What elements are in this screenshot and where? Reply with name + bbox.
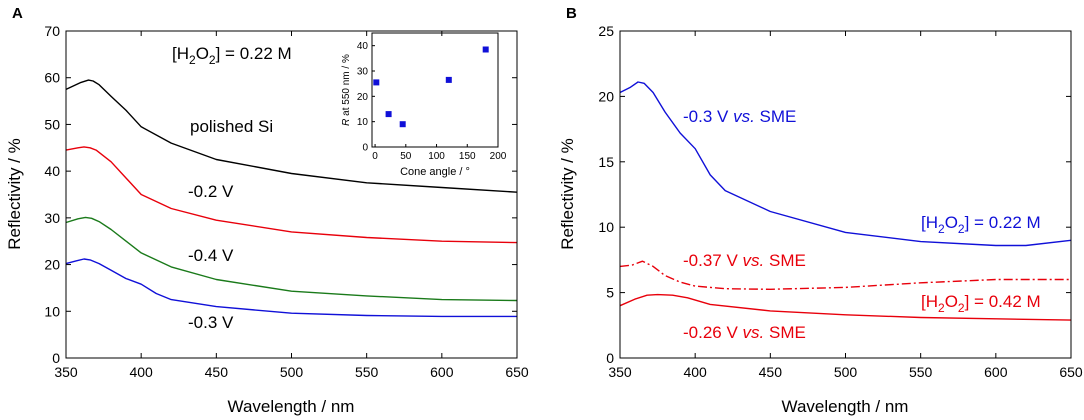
- panel-b-y-tick-label: 0: [606, 350, 614, 366]
- inset-y-tick-label: 40: [357, 41, 369, 52]
- panel-b-x-tick-label: 600: [984, 364, 1008, 380]
- panel-a-x-label: Wavelength / nm: [228, 397, 355, 416]
- panel-a-x-tick-label: 650: [505, 364, 529, 380]
- panel-b-letter: B: [566, 5, 577, 22]
- inset-y-tick-label: 30: [357, 67, 369, 78]
- label-conc-0-42: [H2O2] = 0.42 M: [921, 292, 1041, 315]
- panel-a-concentration: [H2O2] = 0.22 M: [172, 44, 292, 67]
- panel-a-series-line-0: [65, 79, 518, 193]
- panel-a-y-tick-label: 70: [44, 23, 60, 39]
- panel-a-series-line-1: [65, 146, 518, 244]
- inset-x-tick-label: 0: [372, 151, 378, 162]
- panel-a-x-tick-label: 400: [129, 364, 153, 380]
- inset-point: [373, 79, 380, 86]
- panel-b-x-label: Wavelength / nm: [782, 397, 909, 416]
- inset-y-tick-label: 0: [362, 143, 368, 154]
- panel-b-y-tick-label: 10: [598, 219, 614, 235]
- panel-b-axes: 350 400 450 500 550 600 650 0 5 10 15 20 25: [598, 23, 1082, 380]
- inset-y-label: R at 550 nm / %: [341, 54, 352, 126]
- panel-b-y-tick-label: 25: [598, 23, 614, 39]
- inset-x-tick-label: 200: [490, 151, 507, 162]
- panel-b-series-line-2: [619, 293, 1072, 321]
- inset-axes: 0 50 100 150 200 0 10 20 30 40: [357, 41, 507, 162]
- panel-b-y-tick-label: 5: [606, 285, 614, 301]
- panel-a-series-line-3: [65, 258, 517, 318]
- panel-a-x-tick-label: 500: [280, 364, 304, 380]
- panel-b-x-tick-label: 400: [683, 364, 707, 380]
- panel-a-x-tick-label: 550: [355, 364, 379, 380]
- label-minus-0-4-v: -0.4 V: [188, 246, 234, 265]
- panel-a-inset: 0 50 100 150 200 0 10 20 30 40 Cone angle / ° R a…: [341, 32, 507, 178]
- inset-point: [445, 76, 452, 83]
- label-minus-0-3-v: -0.3 V: [188, 313, 234, 332]
- inset-points: [373, 46, 489, 128]
- inset-x-tick-label: 150: [459, 151, 476, 162]
- label-minus-0-2-v: -0.2 V: [188, 182, 234, 201]
- panel-b-y-tick-label: 15: [598, 154, 614, 170]
- panel-a-y-tick-label: 20: [44, 257, 60, 273]
- inset-x-tick-label: 50: [400, 151, 412, 162]
- panel-a-y-tick-label: 0: [52, 350, 60, 366]
- inset-point: [385, 111, 392, 118]
- panel-a-letter: A: [12, 5, 23, 22]
- panel-b-y-label: Reflectivity / %: [558, 138, 577, 249]
- panel-a-series-line-2: [65, 216, 518, 302]
- panel-a-y-tick-label: 10: [44, 303, 60, 319]
- inset-point: [399, 121, 406, 128]
- label-minus-0-26-v-vs-sme: -0.26 V vs. SME: [683, 323, 806, 342]
- label-minus-0-3-v-vs-sme: -0.3 V vs. SME: [683, 107, 796, 126]
- inset-x-tick-label: 100: [428, 151, 445, 162]
- inset-y-tick-label: 20: [357, 92, 369, 103]
- panel-b-y-tick-label: 20: [598, 88, 614, 104]
- inset-x-label: Cone angle / °: [400, 166, 470, 178]
- panel-b-frame: [619, 30, 1072, 359]
- panel-a-y-tick-label: 30: [44, 210, 60, 226]
- panel-b-series-line-0: [619, 81, 1072, 247]
- panel-b-x-tick-label: 350: [608, 364, 632, 380]
- panel-a-x-tick-label: 350: [54, 364, 78, 380]
- panel-a-y-label: Reflectivity / %: [5, 138, 24, 249]
- panel-a-x-tick-label: 450: [205, 364, 229, 380]
- panel-a-y-tick-label: 40: [44, 163, 60, 179]
- inset-y-tick-label: 10: [357, 117, 369, 128]
- inset-frame: [371, 32, 499, 148]
- label-conc-0-22: [H2O2] = 0.22 M: [921, 213, 1041, 236]
- label-polished-si: polished Si: [190, 117, 273, 136]
- panel-b-x-tick-label: 500: [834, 364, 858, 380]
- panel-b-x-tick-label: 450: [759, 364, 783, 380]
- panel-b-series: [619, 81, 1072, 321]
- inset-point: [482, 46, 489, 53]
- panel-b-x-tick-label: 550: [909, 364, 933, 380]
- panel-a-x-tick-label: 600: [430, 364, 454, 380]
- panel-b: B 350 400 450 500 550 600 650 0 5 10 15 20 25 Wavele…: [558, 5, 1083, 416]
- label-minus-0-37-v-vs-sme: -0.37 V vs. SME: [683, 251, 806, 270]
- panel-b-x-tick-label: 650: [1059, 364, 1083, 380]
- panel-b-series-line-1: [619, 260, 1071, 290]
- panel-a-frame: [65, 30, 518, 359]
- panel-a-y-tick-label: 50: [44, 116, 60, 132]
- panel-a-series: [65, 79, 518, 318]
- panel-a-y-tick-label: 60: [44, 70, 60, 86]
